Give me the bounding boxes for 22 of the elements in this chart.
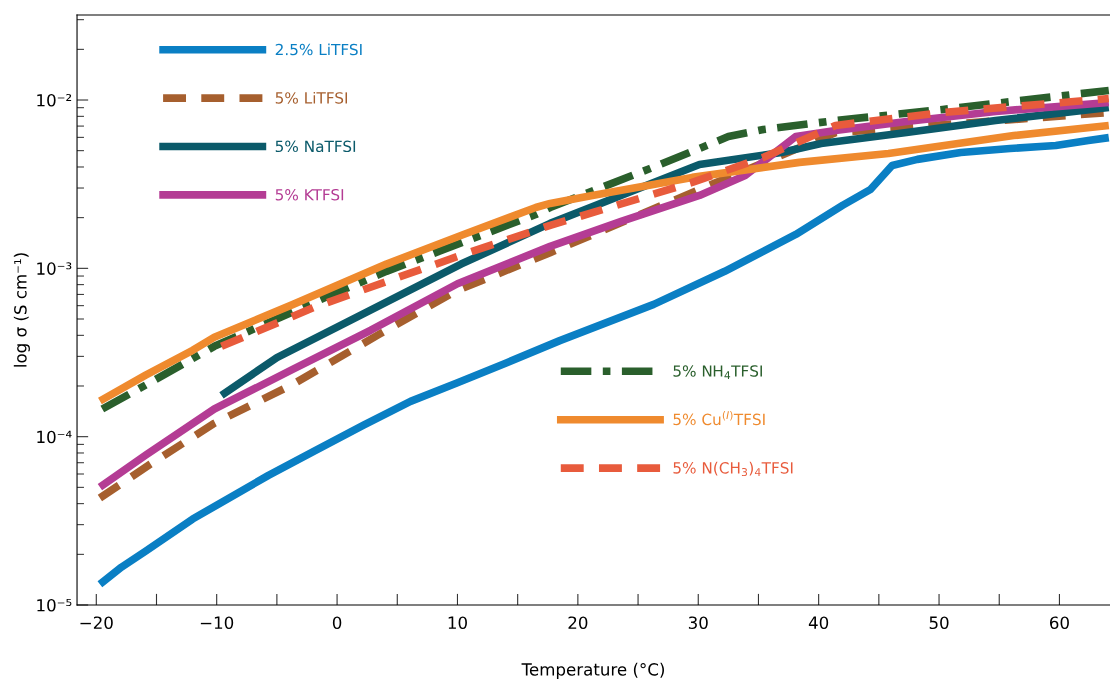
text: 2.5% LiTFSI xyxy=(275,43,362,56)
x-tick-label: 20 xyxy=(568,616,588,630)
y-tick-label: 10⁻³ xyxy=(37,262,72,275)
x-tick-label: 50 xyxy=(929,616,949,630)
x-tick-label: 60 xyxy=(1050,616,1069,630)
text: 5% Cu$^{(I)}$TFSI xyxy=(673,410,765,426)
x-tick-label: −10 xyxy=(200,616,234,630)
y-tick-label: 10⁻⁴ xyxy=(37,430,72,444)
x-tick-label: 40 xyxy=(808,616,829,630)
text: 5% LiTFSI xyxy=(275,91,348,104)
x-tick-label: 30 xyxy=(688,616,708,630)
x-tick-label: 10 xyxy=(448,616,467,630)
x-axis-title: Temperature (°C) xyxy=(521,662,664,679)
text: 5% KTFSI xyxy=(275,188,344,201)
y-tick-label: 10⁻² xyxy=(37,93,72,107)
x-tick-label: −20 xyxy=(80,616,113,630)
x-tick-label: 0 xyxy=(332,616,342,630)
y-tick-label: 10⁻⁵ xyxy=(37,598,72,612)
y-axis-title: log σ (S cm⁻¹) xyxy=(13,253,30,367)
text: 5% N(CH$_{3}$)$_{4}$TFSI xyxy=(673,461,793,477)
text: 5% NaTFSI xyxy=(275,140,356,153)
text: 5% NH$_{4}$TFSI xyxy=(673,365,762,380)
